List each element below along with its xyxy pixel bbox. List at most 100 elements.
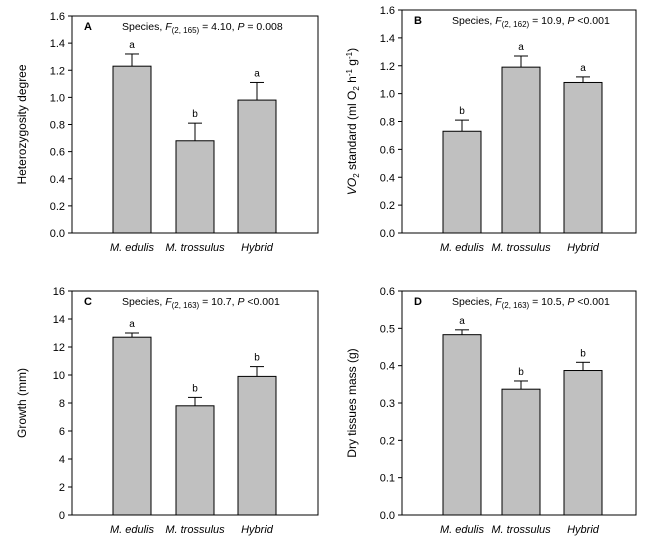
- stat-prefix: Species,: [452, 296, 495, 308]
- bar-1: [112, 65, 152, 234]
- x-category-label: M. edulis: [440, 524, 485, 536]
- x-category-label: Hybrid: [567, 524, 600, 536]
- y-tick-label: 0.6: [380, 144, 395, 156]
- y-tick-label: 16: [53, 286, 65, 298]
- panel-d: 0.0 0.1 0.2 0.3 0.4 0.5 0.6 a M. edulis b M. tross…: [345, 286, 637, 536]
- x-category-label: M. trossulus: [491, 524, 551, 536]
- y-tick-label: 6: [59, 426, 65, 438]
- stat-f-symbol: F: [495, 15, 502, 27]
- panel-letter: C: [84, 296, 92, 308]
- y-tick-label: 2: [59, 482, 65, 494]
- x-category-label: Hybrid: [567, 242, 600, 254]
- x-category-label: M. trossulus: [165, 524, 225, 536]
- y-tick-label: 1.6: [380, 5, 395, 17]
- y-label-part: ): [345, 48, 359, 52]
- y-label-part: 2: [352, 173, 361, 178]
- y-tick-label: 0.8: [380, 117, 395, 129]
- stat-prefix: Species,: [122, 296, 165, 308]
- y-tick-label: 0.2: [380, 435, 395, 447]
- panel-letter: A: [84, 21, 92, 33]
- y-axis-label: Heterozygosity degree: [15, 64, 29, 184]
- y-label-part: Growth (mm): [15, 368, 29, 438]
- stat-annotation: Species, F(2, 163) = 10.7, P <0.001: [122, 296, 280, 310]
- stat-df: (2, 162): [502, 20, 530, 29]
- y-tick-label: 1.2: [50, 65, 65, 77]
- stat-f-symbol: F: [165, 296, 172, 308]
- y-tick-label: 0.4: [50, 174, 65, 186]
- y-label-part: -1: [345, 68, 354, 76]
- y-label-part: g: [345, 59, 359, 69]
- stat-df: (2, 165): [172, 26, 200, 35]
- bar-3: [237, 99, 277, 234]
- stat-prefix: Species,: [452, 15, 495, 27]
- y-label-part: -1: [345, 51, 354, 59]
- stat-df: (2, 163): [502, 301, 530, 310]
- y-label-part: Dry tissues mass (g): [345, 348, 359, 457]
- significance-letter: b: [192, 383, 198, 394]
- y-tick-label: 0.2: [50, 201, 65, 213]
- significance-letter: a: [580, 63, 586, 74]
- bar-1: [442, 130, 482, 234]
- panel-a: 0.0 0.2 0.4 0.6 0.8 1.0 1.2 1.4 1.6 a M. edulis b M.…: [15, 11, 319, 254]
- y-tick-label: 1.0: [380, 89, 395, 101]
- stat-p-value: <0.001: [574, 296, 609, 308]
- bar-2: [501, 66, 541, 234]
- significance-letter: a: [129, 40, 135, 51]
- bar-3: [563, 81, 603, 234]
- y-tick-label: 0.2: [380, 200, 395, 212]
- x-category-label: Hybrid: [241, 242, 274, 254]
- significance-letter: b: [518, 367, 524, 378]
- y-tick-label: 1.4: [380, 33, 395, 45]
- y-label-part: h: [345, 76, 359, 86]
- stat-p-symbol: P: [237, 296, 244, 308]
- y-tick-label: 8: [59, 398, 65, 410]
- y-tick-label: 0.1: [380, 473, 395, 485]
- stat-p-value: <0.001: [574, 15, 609, 27]
- y-tick-label: 4: [59, 454, 65, 466]
- y-tick-label: 0.4: [380, 172, 395, 184]
- y-tick-label: 0.4: [380, 361, 395, 373]
- x-category-label: M. edulis: [110, 242, 155, 254]
- y-label-part: standard (ml O: [345, 91, 359, 174]
- y-tick-label: 0.6: [380, 286, 395, 298]
- x-category-label: M. edulis: [440, 242, 485, 254]
- bar-1: [442, 334, 482, 516]
- y-tick-label: 0.0: [380, 510, 395, 522]
- panel-c: 0 2 4 6 8 10 12 14 16 a M. edulis b M. trossulus b Hyb…: [15, 286, 319, 536]
- bar-3: [237, 375, 277, 516]
- significance-letter: b: [459, 106, 465, 117]
- y-tick-label: 0.6: [50, 147, 65, 159]
- stat-annotation: Species, F(2, 163) = 10.5, P <0.001: [452, 296, 610, 310]
- bar-1: [112, 336, 152, 516]
- y-axis-label: Dry tissues mass (g): [345, 348, 359, 457]
- significance-letter: b: [580, 348, 586, 359]
- bar-2: [175, 405, 215, 516]
- x-category-label: M. trossulus: [165, 242, 225, 254]
- y-tick-label: 1.4: [50, 38, 65, 50]
- y-tick-label: 0.8: [50, 120, 65, 132]
- panel-b: 0.0 0.2 0.4 0.6 0.8 1.0 1.2 1.4 1.6 b M. edulis a M.…: [345, 5, 637, 254]
- y-tick-label: 0.0: [50, 228, 65, 240]
- y-tick-label: 12: [53, 342, 65, 354]
- y-tick-label: 1.2: [380, 61, 395, 73]
- significance-letter: b: [192, 109, 198, 120]
- y-tick-label: 14: [53, 314, 65, 326]
- y-axis-label: Growth (mm): [15, 368, 29, 438]
- significance-letter: a: [254, 68, 260, 79]
- y-tick-label: 10: [53, 370, 65, 382]
- y-label-part: VO: [345, 178, 359, 195]
- significance-letter: a: [459, 316, 465, 327]
- stat-p-value: = 0.008: [244, 21, 282, 33]
- y-tick-label: 0.3: [380, 398, 395, 410]
- stat-df: (2, 163): [172, 301, 200, 310]
- stat-f-symbol: F: [165, 21, 172, 33]
- y-axis-label: VO2 standard (ml O2 h-1 g-1): [345, 48, 361, 195]
- stat-p-symbol: P: [567, 296, 574, 308]
- stat-value: = 10.9,: [529, 15, 567, 27]
- y-label-part: 2: [352, 86, 361, 91]
- significance-letter: b: [254, 353, 260, 364]
- y-tick-label: 0.5: [380, 323, 395, 335]
- stat-p-symbol: P: [237, 21, 244, 33]
